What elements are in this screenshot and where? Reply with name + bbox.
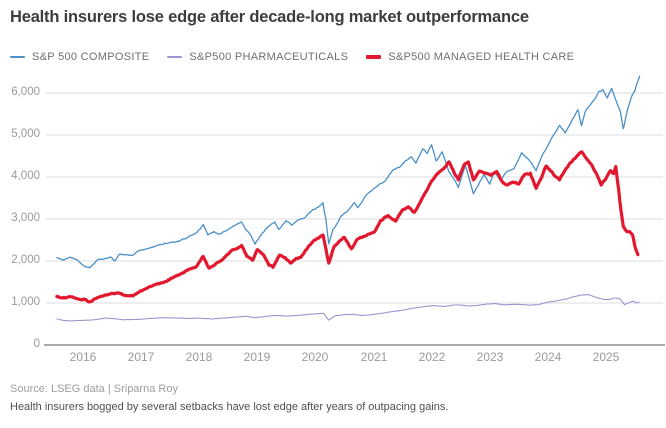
caption: Health insurers bogged by several setbac… xyxy=(10,401,449,413)
series-line-s-p500-managed-health-care xyxy=(55,150,640,304)
y-axis-tick-label: 6,000 xyxy=(11,86,40,98)
x-axis-tick-label: 2016 xyxy=(69,350,97,364)
legend-line-swatch xyxy=(167,56,183,58)
y-axis-tick-label: 2,000 xyxy=(11,254,40,266)
y-axis-tick-label: 3,000 xyxy=(11,212,40,224)
y-axis-tick-label: 5,000 xyxy=(11,128,40,140)
chart-title: Health insurers lose edge after decade-l… xyxy=(10,8,529,26)
series-line-s-p-500-composite xyxy=(56,75,641,269)
legend-label: S&P500 PHARMACEUTICALS xyxy=(189,51,349,63)
series-line-s-p500-pharmaceuticals xyxy=(56,294,640,322)
chart-legend: S&P 500 COMPOSITE S&P500 PHARMACEUTICALS S… xyxy=(10,51,592,63)
legend-item: S&P500 PHARMACEUTICALS xyxy=(167,51,348,63)
legend-item: S&P 500 COMPOSITE xyxy=(10,51,149,63)
x-axis-tick-label: 2024 xyxy=(534,350,562,364)
x-axis-tick-label: 2020 xyxy=(301,350,329,364)
x-axis-tick-label: 2018 xyxy=(185,350,213,364)
legend-line-swatch xyxy=(10,56,25,58)
x-axis-tick-label: 2023 xyxy=(476,350,504,364)
legend-label: S&P 500 COMPOSITE xyxy=(32,51,150,63)
legend-line-swatch xyxy=(366,55,382,59)
y-axis-tick-label: 1,000 xyxy=(11,296,40,308)
source-note: Source: LSEG data | Sriparna Roy xyxy=(10,383,178,395)
y-axis-tick-label: 0 xyxy=(33,338,40,350)
x-axis-tick-label: 2025 xyxy=(592,350,620,364)
x-axis-tick-label: 2019 xyxy=(243,350,271,364)
x-axis-tick-label: 2017 xyxy=(127,350,155,364)
x-axis-tick-label: 2022 xyxy=(418,350,446,364)
legend-item: S&P500 MANAGED HEALTH CARE xyxy=(366,51,574,63)
legend-label: S&P500 MANAGED HEALTH CARE xyxy=(388,51,575,63)
x-axis-tick-label: 2021 xyxy=(360,350,388,364)
y-axis-tick-label: 4,000 xyxy=(11,170,40,182)
